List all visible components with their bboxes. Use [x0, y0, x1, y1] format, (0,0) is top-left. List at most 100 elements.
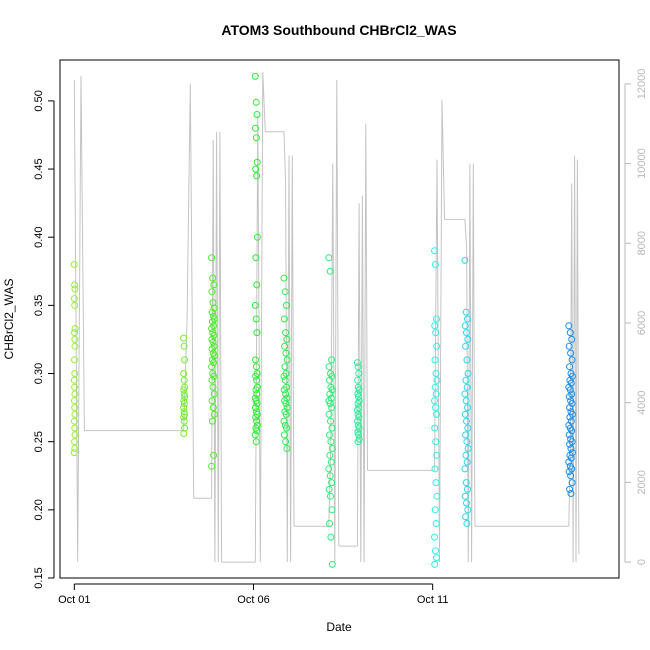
data-point [464, 506, 472, 514]
data-point [209, 274, 217, 282]
data-point [463, 438, 471, 446]
data-point [210, 390, 218, 398]
data-point [180, 370, 188, 377]
data-point [253, 390, 261, 398]
data-point [463, 356, 471, 364]
data-point [462, 308, 470, 316]
data-point [208, 363, 216, 371]
data-point [354, 383, 362, 391]
data-point [566, 329, 574, 337]
data-point [180, 408, 188, 416]
data-point [461, 465, 469, 473]
data-point [464, 424, 472, 432]
data-point [252, 404, 259, 412]
data-point [210, 372, 218, 380]
data-point [566, 386, 574, 394]
data-point [180, 413, 188, 421]
data-point [70, 295, 78, 303]
data-point [328, 404, 336, 412]
data-point [355, 370, 363, 377]
data-point [282, 329, 290, 337]
data-point [462, 479, 470, 487]
left-axis: 0.15 0.20 0.25 0.30 0.35 0.40 0.45 0.50 [33, 90, 55, 589]
chart-title: ATOM3 Southbound CHBrCl2_WAS [221, 22, 456, 38]
left-tick-label: 0.35 [33, 295, 45, 316]
data-point [463, 329, 470, 337]
right-tick-label: 10000 [636, 148, 648, 179]
data-point [210, 331, 218, 339]
data-point [431, 533, 438, 541]
data-point [283, 356, 291, 364]
data-point [282, 410, 290, 418]
data-point [461, 256, 469, 264]
data-point [70, 376, 78, 384]
right-tick-label: 8000 [636, 231, 648, 255]
data-point [565, 458, 573, 466]
altitude-trace-0 [73, 75, 85, 563]
data-point [251, 431, 259, 439]
data-point [354, 417, 362, 425]
left-tick-label: 0.50 [33, 90, 45, 111]
bottom-tick-label: Oct 06 [237, 594, 269, 606]
data-point [463, 383, 471, 391]
data-point [431, 465, 439, 473]
data-point [281, 342, 289, 350]
data-point [70, 261, 78, 268]
data-point [431, 383, 439, 391]
series-0 [70, 261, 79, 457]
data-point [326, 400, 334, 407]
data-point [326, 376, 333, 384]
data-point [431, 506, 439, 514]
data-point [71, 390, 79, 398]
data-point [253, 111, 261, 118]
altitude-trace-7 [434, 99, 445, 563]
data-point [253, 427, 261, 435]
data-point [208, 308, 216, 316]
data-point [253, 376, 261, 384]
data-point [253, 172, 261, 180]
data-point [325, 363, 333, 371]
data-point [71, 325, 79, 332]
data-point [565, 431, 573, 439]
data-point [326, 267, 334, 275]
left-tick-label: 0.30 [33, 363, 45, 384]
data-point [325, 410, 333, 418]
altitude-trace-9 [568, 155, 580, 563]
series-6 [353, 359, 363, 446]
data-point [283, 445, 291, 452]
altitude-trace-5 [328, 79, 340, 563]
data-point [567, 472, 575, 480]
data-point [327, 458, 335, 466]
data-point [431, 397, 438, 405]
data-point [180, 376, 188, 384]
data-point [566, 413, 574, 421]
data-point [568, 335, 576, 343]
data-point [433, 492, 441, 500]
bottom-tick-label: Oct 11 [417, 594, 449, 606]
data-point [71, 438, 78, 446]
data-point [326, 431, 333, 439]
data-point [210, 352, 218, 360]
data-point [431, 356, 439, 364]
data-point [433, 410, 440, 418]
data-point [252, 315, 260, 323]
data-point [326, 390, 334, 398]
data-point [353, 406, 361, 414]
data-point [70, 449, 78, 457]
data-point [432, 479, 440, 487]
altitude-trace-4 [283, 131, 295, 563]
data-point [326, 472, 334, 480]
data-point [355, 431, 362, 439]
data-point [281, 363, 289, 371]
data-point [462, 342, 470, 350]
data-point [462, 451, 470, 459]
data-point [181, 356, 188, 364]
left-tick-label: 0.15 [33, 567, 45, 588]
data-point [252, 165, 260, 173]
data-point [280, 274, 288, 282]
data-point [252, 254, 260, 262]
data-point [70, 397, 78, 405]
series-5 [325, 254, 336, 568]
